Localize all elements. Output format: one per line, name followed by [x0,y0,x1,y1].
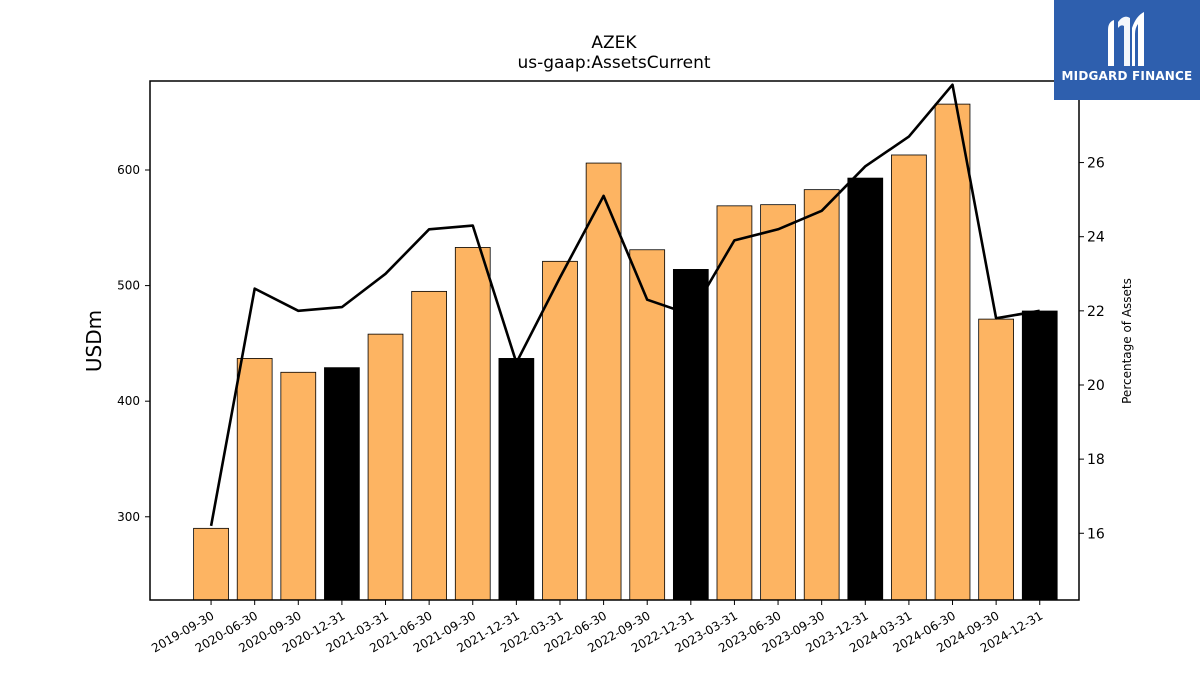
bar-2019-09-30 [193,527,229,601]
logo-text: MIDGARD FINANCE [1061,69,1193,83]
y-right-tick-label: 22 [1087,304,1105,320]
bar-2023-12-31 [847,177,884,601]
midgard-logo-icon [1108,12,1144,67]
line-layer [209,83,1040,527]
y-axis-label: USDm [82,310,106,372]
bar-group [193,103,1058,601]
y-tick-label: 300 [117,510,140,524]
bar-2023-03-31 [716,205,753,601]
bar-2022-09-30 [629,249,666,601]
bar-2024-09-30 [978,318,1014,601]
bar-2022-03-31 [542,260,578,601]
bar-2024-12-31 [1021,310,1058,601]
bar-2020-06-30 [236,358,273,601]
midgard-finance-logo: MIDGARD FINANCE [1054,0,1200,100]
bar-2020-09-30 [280,371,317,601]
y-right-tick-label: 16 [1087,526,1105,542]
bar-2022-12-31 [672,269,709,601]
percentage-line [209,83,1040,527]
x-axis: 2019-09-302020-06-302020-09-302020-12-31… [149,600,1045,655]
y-axis-right-label: Percentage of Assets [1120,278,1134,404]
y-tick-label: 400 [117,394,140,408]
bar-2021-03-31 [367,333,404,601]
chart-subtitle: us-gaap:AssetsCurrent [517,53,710,73]
y-right-tick-label: 18 [1087,452,1105,468]
y-tick-label: 500 [117,279,140,293]
chart-title: AZEK [591,33,637,53]
y-right-tick-label: 24 [1087,230,1105,246]
bar-2021-06-30 [411,290,447,601]
y-axis-right: 16182022242628 [1079,81,1105,542]
bar-2022-06-30 [585,162,622,601]
y-right-tick-label: 20 [1087,378,1105,394]
plot-frame [149,80,1080,601]
bar-2024-03-31 [891,154,927,601]
bar-2020-12-31 [324,367,360,601]
bar-2023-09-30 [803,189,840,601]
y-axis-left: 300 400 500 600 [117,163,150,524]
bar-2021-12-31 [498,358,535,601]
y-right-tick-label: 26 [1087,156,1105,172]
bar-2021-09-30 [454,247,491,601]
y-tick-label: 600 [117,163,140,177]
bar-2023-06-30 [760,204,796,601]
bar-2024-06-30 [934,103,971,601]
